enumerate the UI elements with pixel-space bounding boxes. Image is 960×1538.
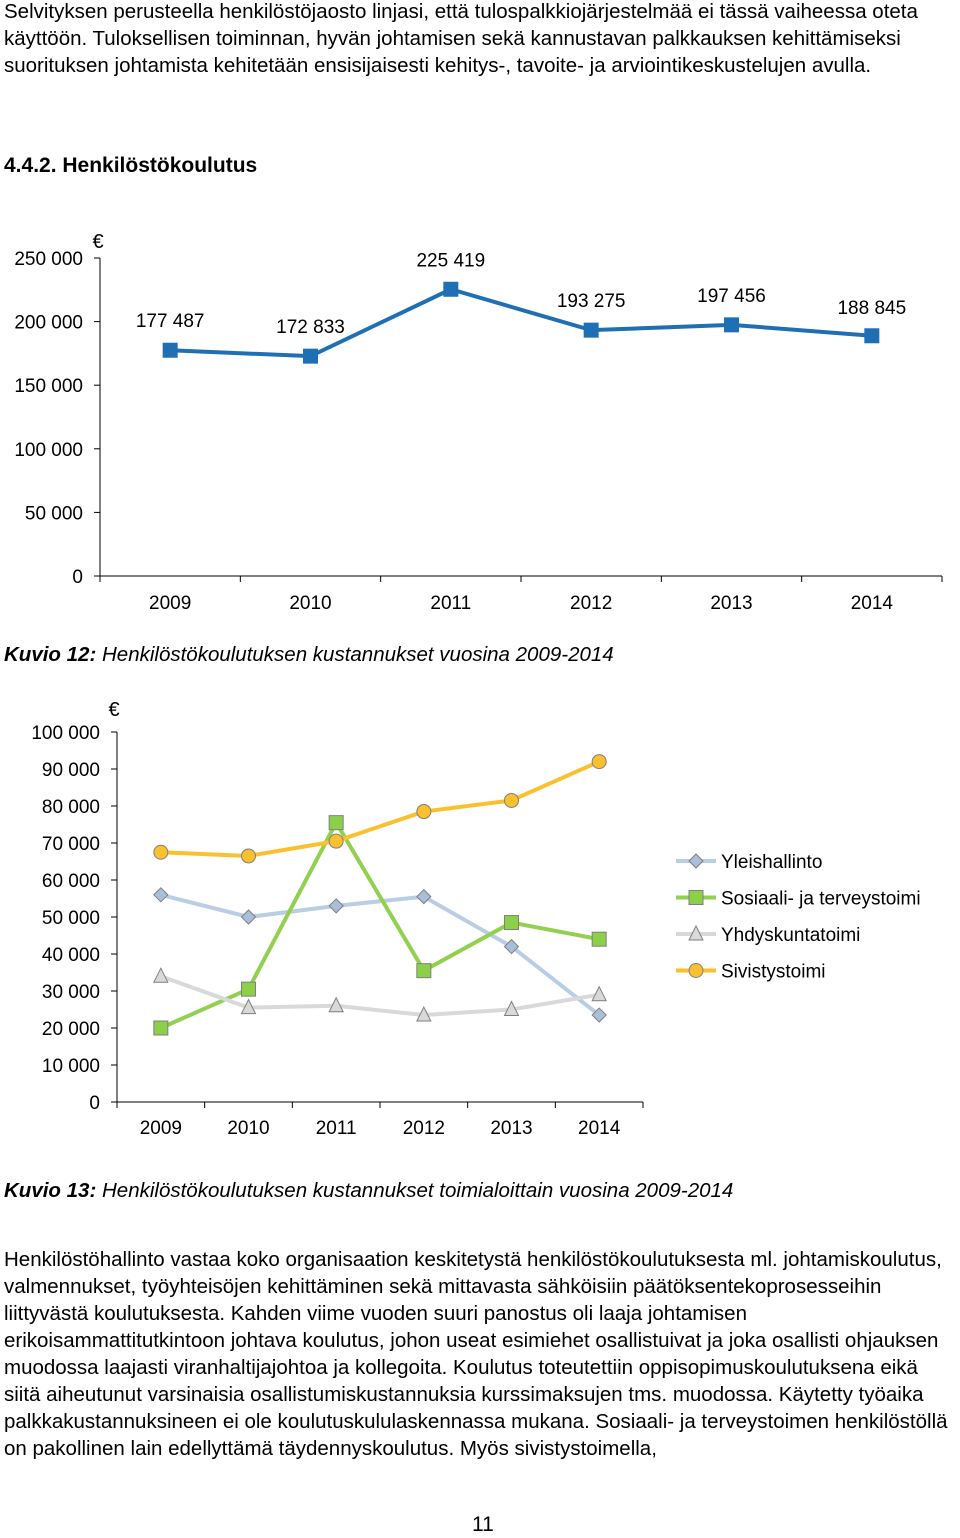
y-tick-label: 150 000 bbox=[14, 376, 83, 397]
y-tick-label: 30 000 bbox=[42, 982, 100, 1003]
x-tick-label: 2011 bbox=[430, 593, 471, 614]
y-tick-label: 10 000 bbox=[42, 1056, 100, 1077]
data-point bbox=[241, 981, 256, 997]
figure12-label: Kuvio 12: bbox=[4, 643, 97, 666]
data-point bbox=[591, 1007, 607, 1023]
y-tick-label: 200 000 bbox=[14, 313, 83, 334]
y-axis-unit: € bbox=[108, 699, 119, 721]
legend-label: Sivistystoimi bbox=[721, 962, 826, 983]
y-tick-label: 100 000 bbox=[14, 440, 83, 461]
figure12-caption: Kuvio 12: Henkilöstökoulutuksen kustannu… bbox=[4, 643, 614, 667]
y-tick-label: 250 000 bbox=[14, 249, 83, 270]
data-label: 188 845 bbox=[837, 298, 906, 319]
legend-label: Yleishallinto bbox=[721, 852, 822, 873]
x-tick-label: 2012 bbox=[403, 1118, 445, 1139]
data-point bbox=[153, 967, 169, 983]
series-line bbox=[160, 759, 600, 858]
y-tick-label: 100 000 bbox=[31, 723, 100, 744]
data-point bbox=[240, 998, 257, 1015]
y-tick-label: 80 000 bbox=[42, 797, 100, 818]
data-point bbox=[416, 963, 432, 979]
figure13-text: Henkilöstökoulutuksen kustannukset toimi… bbox=[101, 1179, 734, 1202]
y-tick-label: 90 000 bbox=[42, 760, 100, 781]
series-line bbox=[160, 818, 600, 1030]
y-tick-label: 0 bbox=[89, 1093, 100, 1114]
data-point bbox=[591, 754, 607, 770]
x-tick-label: 2014 bbox=[851, 593, 894, 614]
chart-total-training-costs: €0 50 000 100 000 150 000 200 000 250 000 2009… bbox=[14, 231, 943, 614]
data-point bbox=[503, 938, 520, 955]
data-point bbox=[241, 848, 256, 864]
y-tick-label: 60 000 bbox=[42, 871, 100, 892]
x-tick-label: 2011 bbox=[316, 1118, 357, 1139]
data-point bbox=[504, 915, 519, 931]
intro-paragraph: Selvityksen perusteella henkilöstöjaosto… bbox=[4, 0, 918, 77]
data-point bbox=[443, 281, 459, 297]
x-tick-label: 2009 bbox=[149, 593, 191, 614]
x-tick-label: 2012 bbox=[570, 593, 612, 614]
data-point bbox=[328, 833, 344, 849]
y-tick-label: 50 000 bbox=[25, 503, 83, 524]
series-line bbox=[160, 974, 600, 1018]
data-point bbox=[153, 844, 169, 860]
data-point bbox=[864, 328, 880, 344]
series-line bbox=[160, 892, 601, 1017]
data-point bbox=[416, 1005, 432, 1022]
data-point bbox=[303, 348, 318, 364]
y-tick-label: 40 000 bbox=[42, 945, 100, 966]
section-heading: 4.4.2. Henkilöstökoulutus bbox=[4, 154, 258, 177]
data-point bbox=[153, 1020, 169, 1036]
data-label: 172 833 bbox=[276, 317, 345, 338]
y-axis-unit: € bbox=[92, 231, 103, 253]
y-tick-label: 0 bbox=[72, 567, 83, 588]
legend-marker bbox=[688, 853, 704, 869]
data-point bbox=[591, 931, 607, 947]
data-point bbox=[504, 792, 519, 808]
data-point bbox=[503, 1000, 520, 1016]
figure13-caption: Kuvio 13: Henkilöstökoulutuksen kustannu… bbox=[4, 1179, 733, 1203]
data-point bbox=[153, 887, 169, 903]
series-line bbox=[170, 287, 872, 359]
x-tick-label: 2010 bbox=[289, 593, 331, 614]
legend-marker bbox=[688, 890, 704, 905]
data-label: 197 456 bbox=[697, 286, 766, 307]
legend-marker bbox=[688, 963, 704, 978]
legend-marker bbox=[688, 924, 704, 941]
x-tick-label: 2013 bbox=[490, 1118, 532, 1139]
data-label: 225 419 bbox=[416, 250, 485, 271]
data-label: 193 275 bbox=[557, 291, 626, 312]
figure13-label: Kuvio 13: bbox=[4, 1179, 97, 1202]
data-point bbox=[162, 342, 178, 358]
y-tick-label: 20 000 bbox=[42, 1019, 100, 1040]
legend-label: Yhdyskuntatoimi bbox=[721, 925, 860, 946]
data-point bbox=[583, 322, 599, 338]
figure12-text: Henkilöstökoulutuksen kustannukset vuosi… bbox=[101, 643, 614, 666]
data-point bbox=[724, 317, 739, 333]
page-number: 11 bbox=[472, 1513, 494, 1536]
data-point bbox=[416, 804, 432, 820]
data-point bbox=[416, 888, 432, 905]
data-point bbox=[328, 815, 344, 831]
x-tick-label: 2014 bbox=[578, 1118, 621, 1139]
legend-label: Sosiaali- ja terveystoimi bbox=[721, 889, 921, 910]
x-tick-label: 2013 bbox=[710, 593, 752, 614]
y-tick-label: 50 000 bbox=[42, 908, 100, 929]
data-point bbox=[240, 909, 257, 925]
chart-training-costs-by-sector: €0 10 000 20 000 30 000 40 000 50 000 60 000 70… bbox=[31, 699, 921, 1139]
data-point bbox=[328, 996, 344, 1013]
x-tick-label: 2010 bbox=[227, 1118, 269, 1139]
data-label: 177 487 bbox=[136, 311, 205, 332]
data-point bbox=[328, 898, 344, 914]
data-point bbox=[591, 985, 607, 1002]
body-paragraph: Henkilöstöhallinto vastaa koko organisaa… bbox=[4, 1248, 948, 1460]
x-tick-label: 2009 bbox=[140, 1118, 182, 1139]
y-tick-label: 70 000 bbox=[42, 834, 100, 855]
